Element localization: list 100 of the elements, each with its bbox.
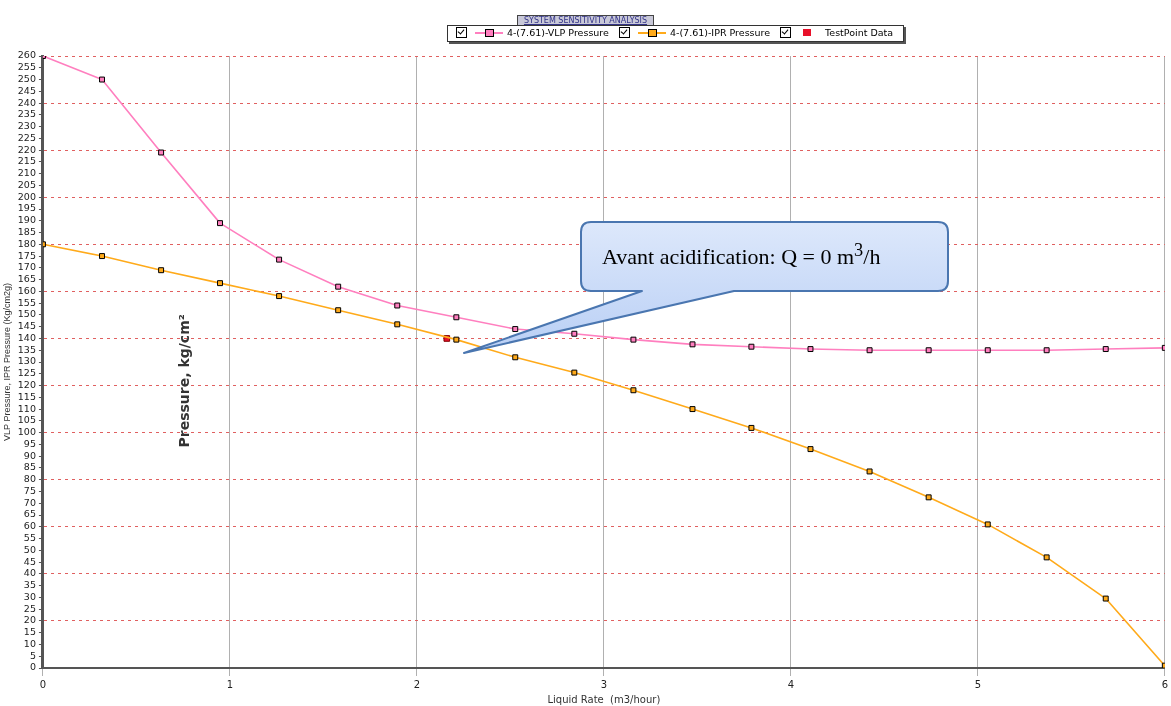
point <box>217 280 223 287</box>
y-tick-label: 175 <box>17 249 36 261</box>
y-tick-label: 185 <box>17 226 36 238</box>
point <box>807 346 814 353</box>
y-tick-label: 205 <box>17 178 36 190</box>
y-tick-label: 60 <box>23 520 36 532</box>
y-tick-label: 245 <box>17 84 36 96</box>
y-tick-label: 195 <box>17 202 36 214</box>
y-tick-label: 50 <box>23 543 36 555</box>
y-tick-label: 120 <box>17 379 36 391</box>
y-tick-label: 15 <box>23 626 36 638</box>
point <box>335 283 342 290</box>
y-tick-label: 125 <box>17 367 36 379</box>
legend-label: 4-(7.61)-VLP Pressure <box>506 27 609 38</box>
y-tick-label: 110 <box>17 402 36 414</box>
y-tick-label: 25 <box>23 602 36 614</box>
legend-label: TestPoint Data <box>825 27 894 38</box>
x-tick-label: 3 <box>600 678 608 690</box>
point <box>866 347 873 354</box>
point <box>99 253 105 260</box>
point <box>276 256 283 263</box>
point <box>512 354 519 361</box>
y-tick-label: 170 <box>17 261 36 273</box>
y-tick-label: 0 <box>29 661 36 673</box>
y-tick-label: 235 <box>17 108 36 120</box>
point <box>158 149 165 156</box>
y-tick-label: 5 <box>29 649 36 661</box>
point <box>453 336 460 343</box>
y-tick-label: 160 <box>17 284 36 296</box>
y-tick-label: 80 <box>23 473 36 485</box>
annotation: Pressure, kg/cm² <box>175 314 192 448</box>
y-tick-label: 150 <box>17 308 36 320</box>
y-tick-label: 35 <box>23 579 36 591</box>
point <box>807 446 814 453</box>
point <box>394 321 401 328</box>
point <box>217 220 223 227</box>
y-tick-label: 105 <box>17 414 36 426</box>
point <box>512 326 519 333</box>
x-tick-label: 4 <box>787 678 795 690</box>
y-tick-label: 30 <box>23 590 36 602</box>
y-tick-label: 70 <box>23 496 36 508</box>
x-tick-label: 0 <box>39 678 47 690</box>
point <box>689 341 696 348</box>
y-tick-label: 100 <box>17 426 36 438</box>
y-axis-title: VLP Pressure, IPR Pressure (Kg/cm2g) <box>1 283 12 441</box>
y-tick-label: 155 <box>17 296 36 308</box>
y-tick-label: 115 <box>17 390 36 402</box>
y-tick-label: 65 <box>23 508 36 520</box>
point <box>630 336 637 343</box>
y-tick-label: 200 <box>17 190 36 202</box>
y-tick-label: 20 <box>23 614 36 626</box>
chart-title: SYSTEM SENSITIVITY ANALYSIS <box>516 15 655 26</box>
x-tick-label: 1 <box>226 678 234 690</box>
point <box>1043 554 1050 561</box>
y-tick-label: 250 <box>17 73 36 85</box>
y-tick-label: 140 <box>17 331 36 343</box>
point <box>1102 346 1109 353</box>
point <box>984 521 991 528</box>
point <box>571 330 578 337</box>
y-tick-label: 135 <box>17 343 36 355</box>
y-tick-label: 45 <box>23 555 36 567</box>
point <box>394 302 401 309</box>
y-tick-label: 75 <box>23 484 36 496</box>
y-tick-label: 230 <box>17 120 36 132</box>
point <box>335 307 342 314</box>
y-tick-label: 165 <box>17 273 36 285</box>
y-tick-label: 55 <box>23 532 36 544</box>
y-tick-label: 10 <box>23 637 36 649</box>
y-tick-label: 180 <box>17 237 36 249</box>
point <box>276 293 283 300</box>
y-tick-label: 260 <box>17 49 36 61</box>
y-tick-label: 210 <box>17 167 36 179</box>
point <box>1102 595 1109 602</box>
x-tick-label: 6 <box>1161 678 1169 690</box>
point <box>866 468 873 475</box>
point <box>571 369 578 376</box>
x-tick-label: 2 <box>413 678 421 690</box>
y-tick-label: 215 <box>17 155 36 167</box>
y-tick-label: 190 <box>17 214 36 226</box>
y-tick-label: 130 <box>17 355 36 367</box>
y-tick-label: 95 <box>23 437 36 449</box>
y-tick-label: 40 <box>23 567 36 579</box>
y-tick-label: 220 <box>17 143 36 155</box>
y-tick-label: 85 <box>23 461 36 473</box>
point <box>99 76 105 83</box>
point <box>453 314 460 321</box>
point <box>158 267 165 274</box>
y-tick-label: 240 <box>17 96 36 108</box>
point <box>630 387 637 394</box>
point <box>925 494 932 501</box>
y-tick-label: 225 <box>17 131 36 143</box>
callout-box: Avant acidification: Q = 0 m$^{3}$/h <box>462 220 952 356</box>
point <box>1043 347 1050 354</box>
x-axis-title: Liquid Rate (m3/hour) <box>547 693 661 705</box>
y-tick-label: 255 <box>17 61 36 73</box>
point <box>925 347 932 354</box>
legend-label: 4-(7.61)-IPR Pressure <box>669 27 771 38</box>
point <box>748 424 755 431</box>
point <box>748 343 755 350</box>
annotation: Avant acidification: Q = 0 m$^{3}$/h <box>602 240 881 271</box>
